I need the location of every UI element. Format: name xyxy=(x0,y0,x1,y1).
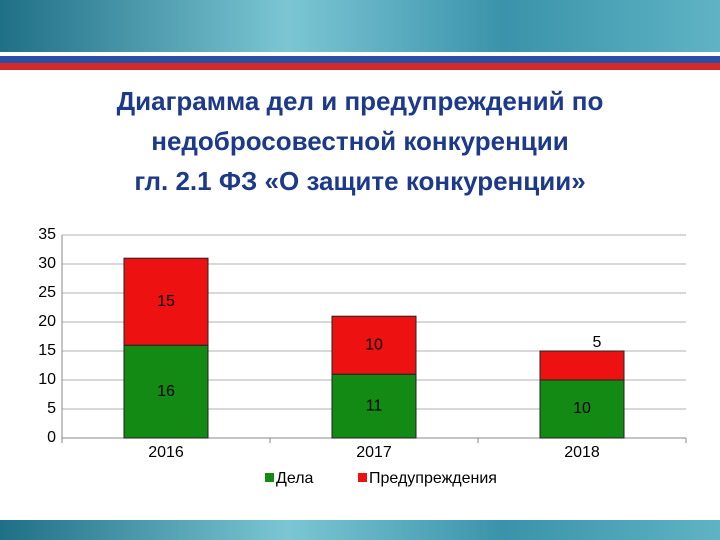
x-tick-label: 2016 xyxy=(148,444,184,461)
bar-segment xyxy=(331,373,417,439)
bar-segment xyxy=(123,257,209,346)
y-tick-label: 20 xyxy=(38,313,56,330)
y-tick-label: 15 xyxy=(38,342,56,359)
stripe-blue xyxy=(0,56,720,63)
title-line: гл. 2.1 ФЗ «О защите конкуренции» xyxy=(134,166,585,196)
data-label: 5 xyxy=(593,334,602,351)
legend-swatch xyxy=(265,473,274,482)
x-tick-label: 2018 xyxy=(564,444,600,461)
data-label: 15 xyxy=(157,293,175,310)
title: Диаграмма дел и предупреждений по недобро… xyxy=(117,86,604,196)
stripe-red xyxy=(0,63,720,70)
data-label: 11 xyxy=(366,397,383,414)
y-tick-label: 10 xyxy=(38,371,56,388)
y-tick-label: 25 xyxy=(38,284,56,301)
header-band xyxy=(0,0,720,52)
footer-band xyxy=(0,520,720,540)
bar-segment xyxy=(539,379,625,439)
stripe-white xyxy=(0,52,720,56)
y-tick-label: 35 xyxy=(38,226,56,243)
bar-segment xyxy=(123,344,209,439)
legend-label: Предупреждения xyxy=(369,470,497,487)
data-label: 16 xyxy=(157,383,175,400)
bar-segment xyxy=(539,350,625,381)
x-tick-label: 2017 xyxy=(356,444,392,461)
title-line: Диаграмма дел и предупреждений по xyxy=(117,86,604,116)
legend-label: Дела xyxy=(276,470,314,487)
y-tick-label: 0 xyxy=(47,429,56,446)
legend-swatch xyxy=(358,473,367,482)
y-tick-label: 30 xyxy=(38,255,56,272)
title-line: недобросовестной конкуренции xyxy=(151,126,569,156)
data-label: 10 xyxy=(365,336,383,353)
data-label: 10 xyxy=(573,400,591,417)
y-tick-label: 5 xyxy=(47,400,56,417)
bar-segment xyxy=(331,315,417,375)
